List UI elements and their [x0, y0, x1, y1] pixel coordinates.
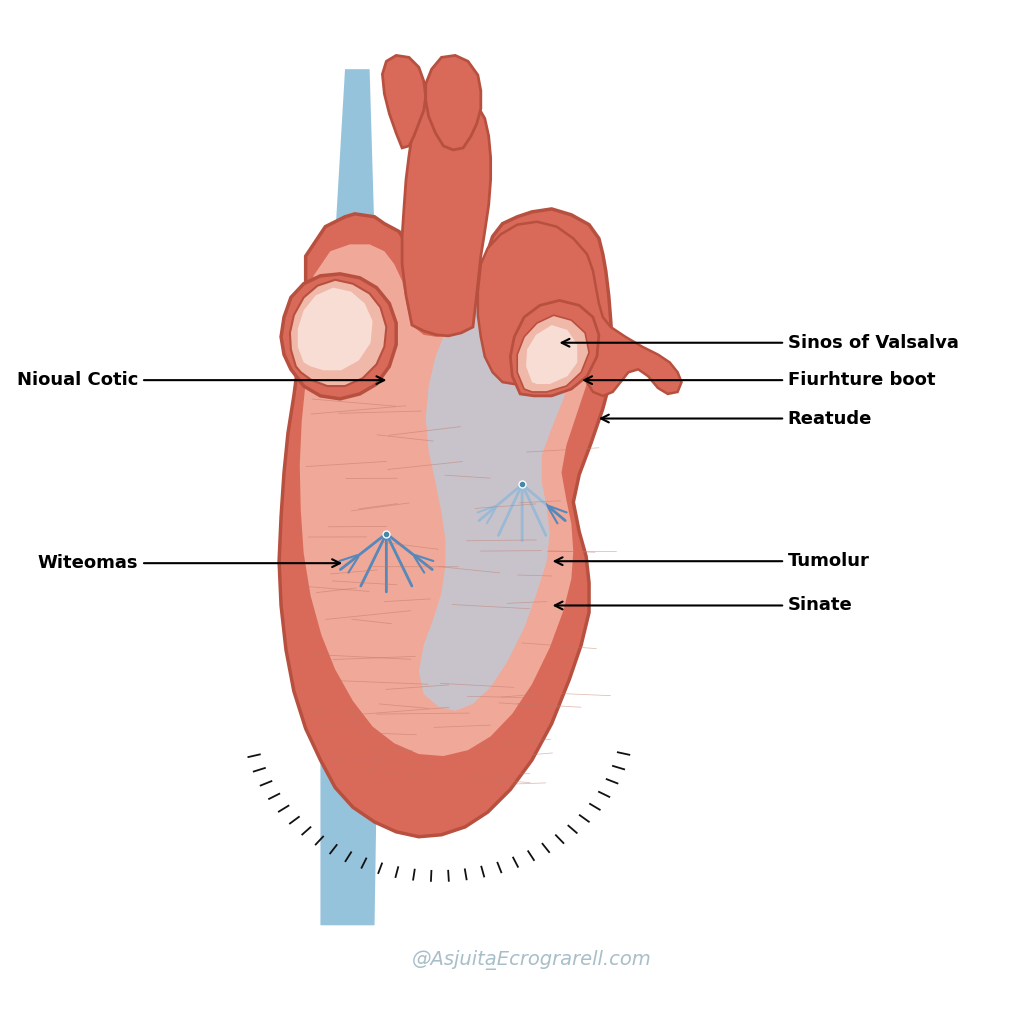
- Polygon shape: [478, 222, 682, 396]
- Text: Tumolur: Tumolur: [555, 552, 869, 570]
- Polygon shape: [526, 325, 578, 384]
- Polygon shape: [517, 315, 589, 392]
- Text: Nioual Cotic: Nioual Cotic: [17, 371, 384, 389]
- Polygon shape: [290, 280, 386, 386]
- Polygon shape: [280, 209, 612, 837]
- Polygon shape: [321, 70, 382, 926]
- Text: Witeomas: Witeomas: [38, 554, 340, 572]
- Polygon shape: [419, 237, 578, 711]
- Text: Sinos of Valsalva: Sinos of Valsalva: [562, 334, 958, 352]
- Polygon shape: [281, 273, 396, 398]
- Polygon shape: [382, 55, 426, 147]
- Text: Reatude: Reatude: [601, 410, 872, 427]
- Text: Sinate: Sinate: [555, 597, 853, 614]
- Text: Fiurhture boot: Fiurhture boot: [585, 371, 935, 389]
- Text: @Asjuita̲Ecrograrell.com: @Asjuita̲Ecrograrell.com: [412, 949, 652, 970]
- Polygon shape: [298, 288, 373, 371]
- Polygon shape: [402, 89, 490, 336]
- Polygon shape: [300, 228, 591, 756]
- Polygon shape: [510, 300, 599, 396]
- Polygon shape: [426, 55, 481, 150]
